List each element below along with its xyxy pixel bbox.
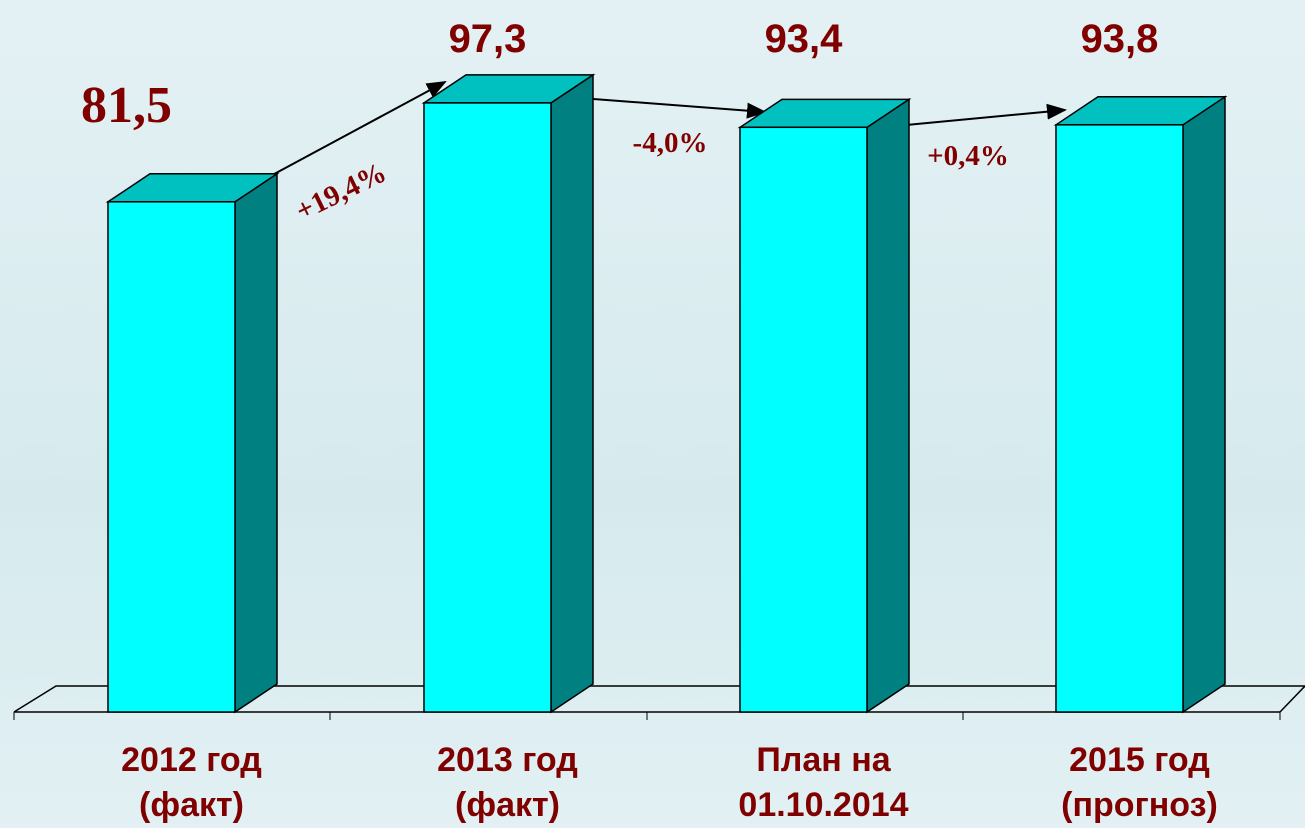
bar-side (866, 97, 910, 714)
category-label: 2012 год (факт) (121, 741, 262, 824)
bar-front (1055, 124, 1184, 713)
bar-front (423, 102, 552, 713)
value-label: 81,5 (81, 77, 172, 134)
value-label: 97,3 (449, 17, 527, 61)
bar-side (234, 172, 278, 714)
category-label: План на 01.10.2014 (738, 741, 909, 824)
value-label: 93,4 (765, 17, 844, 61)
trend-arrow (251, 81, 447, 187)
bar-front (107, 201, 236, 713)
change-annotation: -4,0% (633, 127, 708, 159)
change-annotation: +0,4% (927, 140, 1009, 172)
change-annotation: +19,4% (291, 156, 392, 227)
bar (105, 172, 280, 714)
bar (737, 97, 912, 714)
bar-side (550, 73, 594, 714)
trend-arrow (884, 103, 1067, 128)
bar (421, 73, 596, 714)
bar (1053, 95, 1228, 714)
bar-side (1182, 95, 1226, 714)
category-label: 2013 год (факт) (437, 741, 578, 824)
trend-arrow (566, 96, 767, 119)
bar-front (739, 126, 868, 713)
category-label: 2015 год (прогноз) (1061, 741, 1218, 824)
value-label: 93,8 (1081, 17, 1159, 61)
